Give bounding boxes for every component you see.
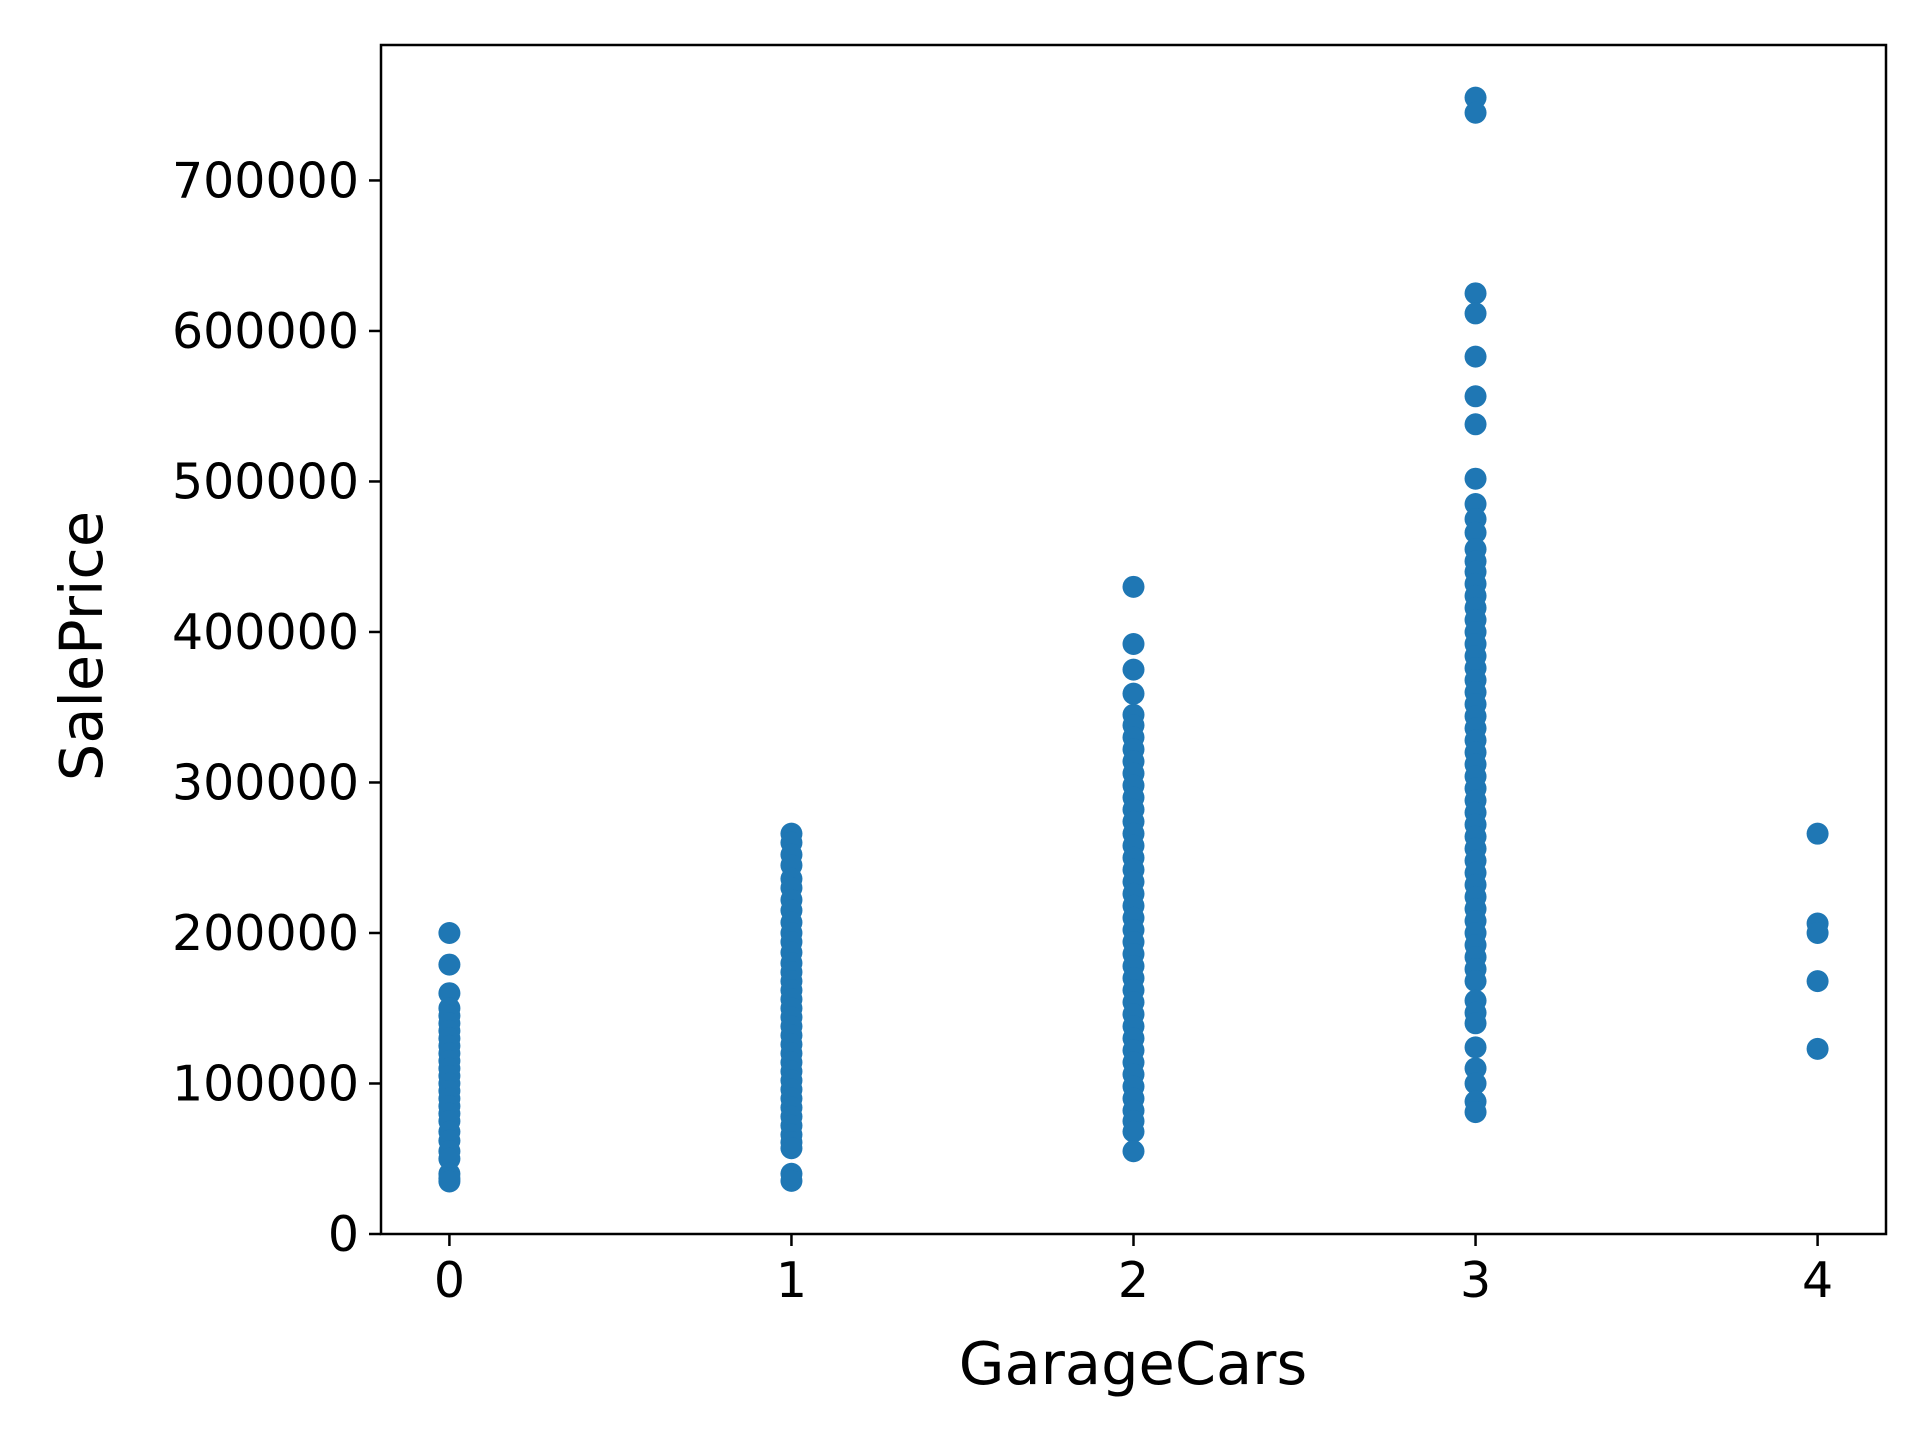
data-point	[1464, 1072, 1487, 1095]
y-tick-label: 400000	[172, 604, 359, 661]
data-point	[1122, 633, 1145, 656]
data-point	[438, 953, 461, 976]
data-point	[1464, 970, 1487, 993]
data-point	[1464, 413, 1487, 436]
data-point	[1464, 1057, 1487, 1080]
data-point	[1464, 493, 1487, 516]
y-tick-label: 500000	[172, 453, 359, 510]
x-tick-label: 0	[434, 1252, 465, 1309]
data-point	[1806, 822, 1829, 845]
y-axis-title: SalePrice	[47, 511, 116, 781]
data-point	[438, 1170, 461, 1193]
data-point	[438, 921, 461, 944]
y-tick-label: 300000	[172, 754, 359, 811]
y-tick-label: 600000	[172, 303, 359, 360]
data-point	[780, 1169, 803, 1192]
data-point	[1464, 1012, 1487, 1035]
data-point	[1464, 345, 1487, 368]
data-point	[1464, 282, 1487, 305]
data-point	[1464, 521, 1487, 544]
x-tick-label: 3	[1460, 1252, 1491, 1309]
x-tick-label: 4	[1802, 1252, 1833, 1309]
x-tick-label: 1	[776, 1252, 807, 1309]
data-point	[1464, 1036, 1487, 1059]
ticks-layer: 0 1 2 3 4 0 100000 200000 300000 400000 500000 6000…	[172, 152, 1833, 1309]
data-point	[1122, 1120, 1145, 1143]
data-point	[1464, 86, 1487, 109]
data-point	[1122, 1140, 1145, 1163]
data-point	[438, 982, 461, 1005]
data-point	[1122, 658, 1145, 681]
y-tick-label: 100000	[172, 1055, 359, 1112]
data-point	[780, 1137, 803, 1160]
y-tick-label: 700000	[172, 152, 359, 209]
data-point	[438, 1147, 461, 1170]
data-point	[1464, 467, 1487, 490]
data-point	[1806, 1037, 1829, 1060]
data-point	[1464, 302, 1487, 325]
data-point	[1806, 921, 1829, 944]
data-point	[1464, 385, 1487, 408]
data-point	[1806, 970, 1829, 993]
data-point	[1464, 101, 1487, 124]
plot-area-frame	[379, 43, 1888, 1236]
data-point	[1122, 575, 1145, 598]
y-tick-label: 0	[328, 1206, 359, 1263]
data-point	[1122, 682, 1145, 705]
y-tick-label: 200000	[172, 905, 359, 962]
x-tick-label: 2	[1118, 1252, 1149, 1309]
x-axis-title: GarageCars	[959, 1329, 1307, 1398]
points-layer	[438, 86, 1829, 1193]
data-point	[1464, 1101, 1487, 1124]
